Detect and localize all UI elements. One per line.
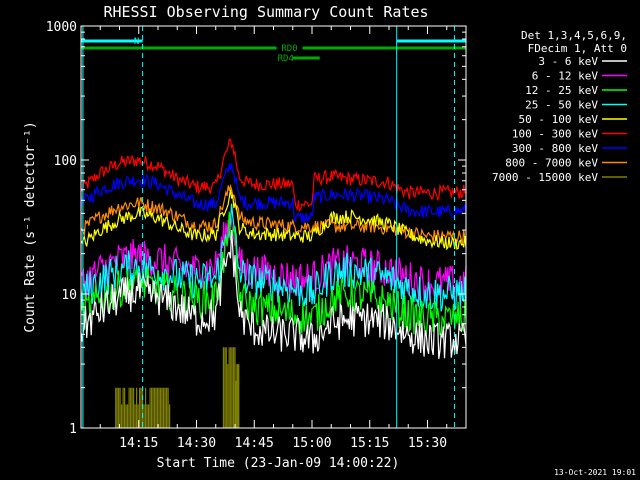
x-tick-label: 15:00 [292,436,331,451]
series-7000-15000-kev-bar-1 [222,347,236,428]
legend-header-line: FDecim 1, Att 0 [528,42,627,55]
x-tick-label: 15:15 [350,436,389,451]
y-tick-label: 10 [61,288,77,303]
y-tick-label: 1000 [46,20,77,35]
series-7000-15000-kev-bar-0 [115,387,171,428]
flag-label-gap [276,43,303,53]
legend-label-300-800-kev: 300 - 800 keV [512,142,598,155]
legend-label-100-300-kev: 100 - 300 keV [512,128,598,141]
series-7000-15000-kev-bar-2 [234,364,240,428]
series-50-100-kev [80,189,467,251]
legend-label-50-100-kev: 50 - 100 keV [519,113,599,126]
legend-header-line: Det 1,3,4,5,6,9, [521,29,627,42]
series-100-300-kev [80,138,467,212]
y-tick-label: 100 [54,154,77,169]
legend-label-3-6-kev: 3 - 6 keV [538,55,598,68]
legend-label-25-50-kev: 25 - 50 keV [525,99,598,112]
series-300-800-kev [80,163,467,224]
series-25-50-kev [80,203,467,312]
flag-label-n: N [134,37,139,47]
x-tick-label: 15:30 [408,436,447,451]
series-3-6-kev [80,229,467,359]
x-tick-label: 14:30 [177,436,216,451]
x-tick-label: 14:45 [235,436,274,451]
series-layer [80,138,467,428]
chart-title: RHESSI Observing Summary Count Rates [103,3,428,21]
footer-timestamp: 13-Oct-2021 19:01 [554,468,636,477]
vertical-markers [82,26,455,428]
legend-label-6-12-kev: 6 - 12 keV [532,70,599,83]
x-tick-label: 14:15 [119,436,158,451]
y-axis-label: Count Rate (s⁻¹ detector⁻¹) [23,121,38,332]
legend-label-7000-15000-kev: 7000 - 15000 keV [492,171,598,184]
y-tick-label: 1 [69,422,77,437]
x-axis-label: Start Time (23-Jan-09 14:00:22) [157,456,400,471]
flag-label-rd0: RD0 [281,44,297,54]
legend: Det 1,3,4,5,6,9,FDecim 1, Att 03 - 6 keV… [492,29,627,184]
axis-ticks: 14:15 14:30 14:45 15:00 15:15 15:30 1 10 100 1000 [46,20,466,451]
flag-label-rd4: RD4 [278,54,294,64]
legend-label-800-7000-kev: 800 - 7000 keV [505,157,598,170]
legend-label-12-25-kev: 12 - 25 keV [525,84,598,97]
